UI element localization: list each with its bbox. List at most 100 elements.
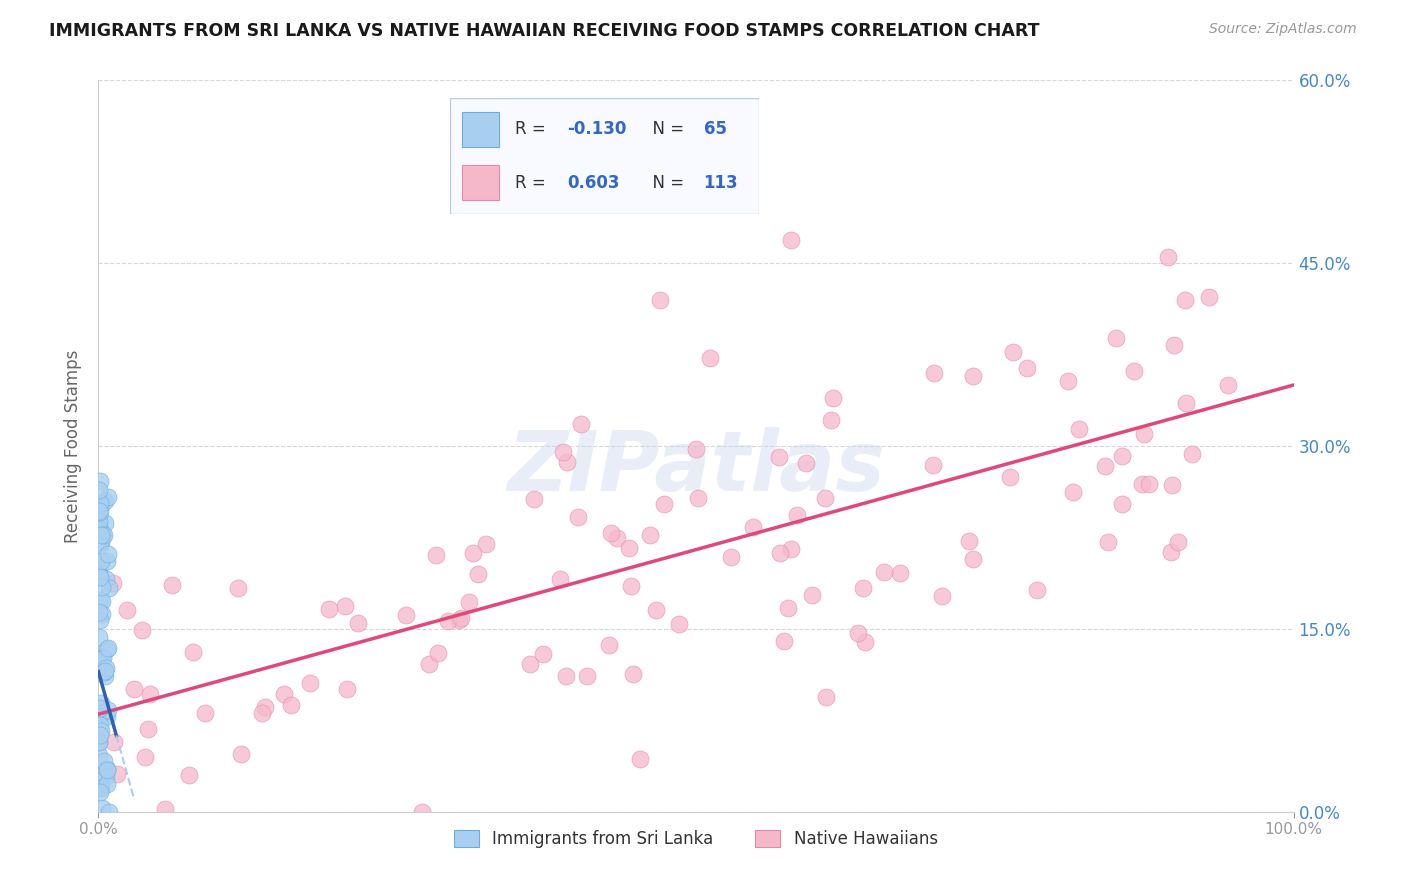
Point	[617, 541, 640, 555]
Point	[1181, 447, 1204, 461]
Point	[1062, 485, 1084, 500]
Point	[720, 549, 742, 564]
Point	[87, 526, 110, 541]
Point	[1160, 544, 1182, 558]
Point	[87, 503, 110, 517]
Point	[786, 508, 808, 522]
Point	[96, 642, 118, 657]
Point	[606, 532, 628, 546]
Point	[153, 802, 176, 816]
Point	[87, 630, 110, 644]
Point	[87, 519, 110, 533]
Point	[652, 497, 675, 511]
Point	[90, 723, 112, 738]
Point	[931, 590, 953, 604]
Point	[853, 634, 876, 648]
Point	[333, 599, 356, 613]
Point	[90, 535, 112, 549]
Point	[780, 542, 803, 557]
Point	[87, 605, 110, 619]
Text: N =: N =	[641, 174, 689, 192]
Point	[467, 566, 489, 581]
Point	[773, 634, 796, 648]
Point	[98, 805, 121, 819]
Point	[96, 661, 118, 675]
Point	[89, 538, 111, 552]
Point	[846, 625, 869, 640]
Point	[90, 594, 112, 608]
Point	[411, 805, 433, 819]
Point	[688, 491, 710, 505]
Point	[336, 681, 359, 696]
Point	[1094, 458, 1116, 473]
Point	[628, 752, 651, 766]
Point	[922, 458, 945, 472]
Point	[93, 754, 115, 768]
Point	[644, 603, 666, 617]
Point	[1097, 535, 1119, 549]
Point	[1069, 422, 1091, 436]
Point	[97, 491, 120, 505]
Point	[458, 595, 481, 609]
Point	[1167, 535, 1189, 549]
Point	[139, 687, 162, 701]
Point	[1132, 477, 1154, 491]
Point	[418, 657, 440, 671]
Point	[90, 696, 112, 710]
Point	[852, 581, 875, 595]
Point	[1137, 477, 1160, 491]
Point	[638, 527, 661, 541]
Point	[89, 656, 111, 670]
Point	[1198, 290, 1220, 304]
Point	[90, 499, 112, 513]
Point	[1132, 426, 1154, 441]
Text: N =: N =	[641, 120, 689, 138]
Point	[1057, 374, 1080, 388]
Point	[461, 545, 484, 559]
Point	[778, 600, 800, 615]
Point	[1017, 361, 1039, 376]
Point	[93, 528, 115, 542]
Point	[794, 456, 817, 470]
Point	[177, 768, 200, 782]
Point	[194, 706, 217, 720]
Point	[962, 368, 984, 383]
Point	[89, 613, 111, 627]
Point	[523, 492, 546, 507]
Point	[91, 651, 114, 665]
Point	[91, 580, 114, 594]
Point	[814, 491, 837, 506]
Point	[89, 570, 111, 584]
Point	[93, 528, 115, 542]
Point	[298, 676, 321, 690]
Point	[768, 546, 790, 560]
Point	[1111, 497, 1133, 511]
Point	[699, 351, 721, 366]
Point	[91, 801, 114, 815]
Point	[873, 565, 896, 579]
Point	[105, 767, 128, 781]
Point	[136, 722, 159, 736]
Point	[555, 455, 578, 469]
Point	[621, 667, 644, 681]
Point	[685, 442, 707, 456]
Point	[93, 665, 115, 680]
Point	[226, 582, 249, 596]
Point	[94, 572, 117, 586]
Point	[89, 505, 111, 519]
Point	[90, 554, 112, 568]
Point	[90, 526, 112, 541]
Point	[89, 563, 111, 577]
Text: IMMIGRANTS FROM SRI LANKA VS NATIVE HAWAIIAN RECEIVING FOOD STAMPS CORRELATION C: IMMIGRANTS FROM SRI LANKA VS NATIVE HAWA…	[49, 22, 1039, 40]
Point	[395, 607, 418, 622]
Point	[94, 669, 117, 683]
Point	[90, 527, 112, 541]
Point	[620, 579, 643, 593]
Point	[551, 444, 574, 458]
Point	[131, 623, 153, 637]
Point	[889, 566, 911, 580]
Point	[96, 777, 118, 791]
Point	[134, 750, 156, 764]
Point	[96, 548, 118, 562]
Point	[600, 526, 623, 541]
